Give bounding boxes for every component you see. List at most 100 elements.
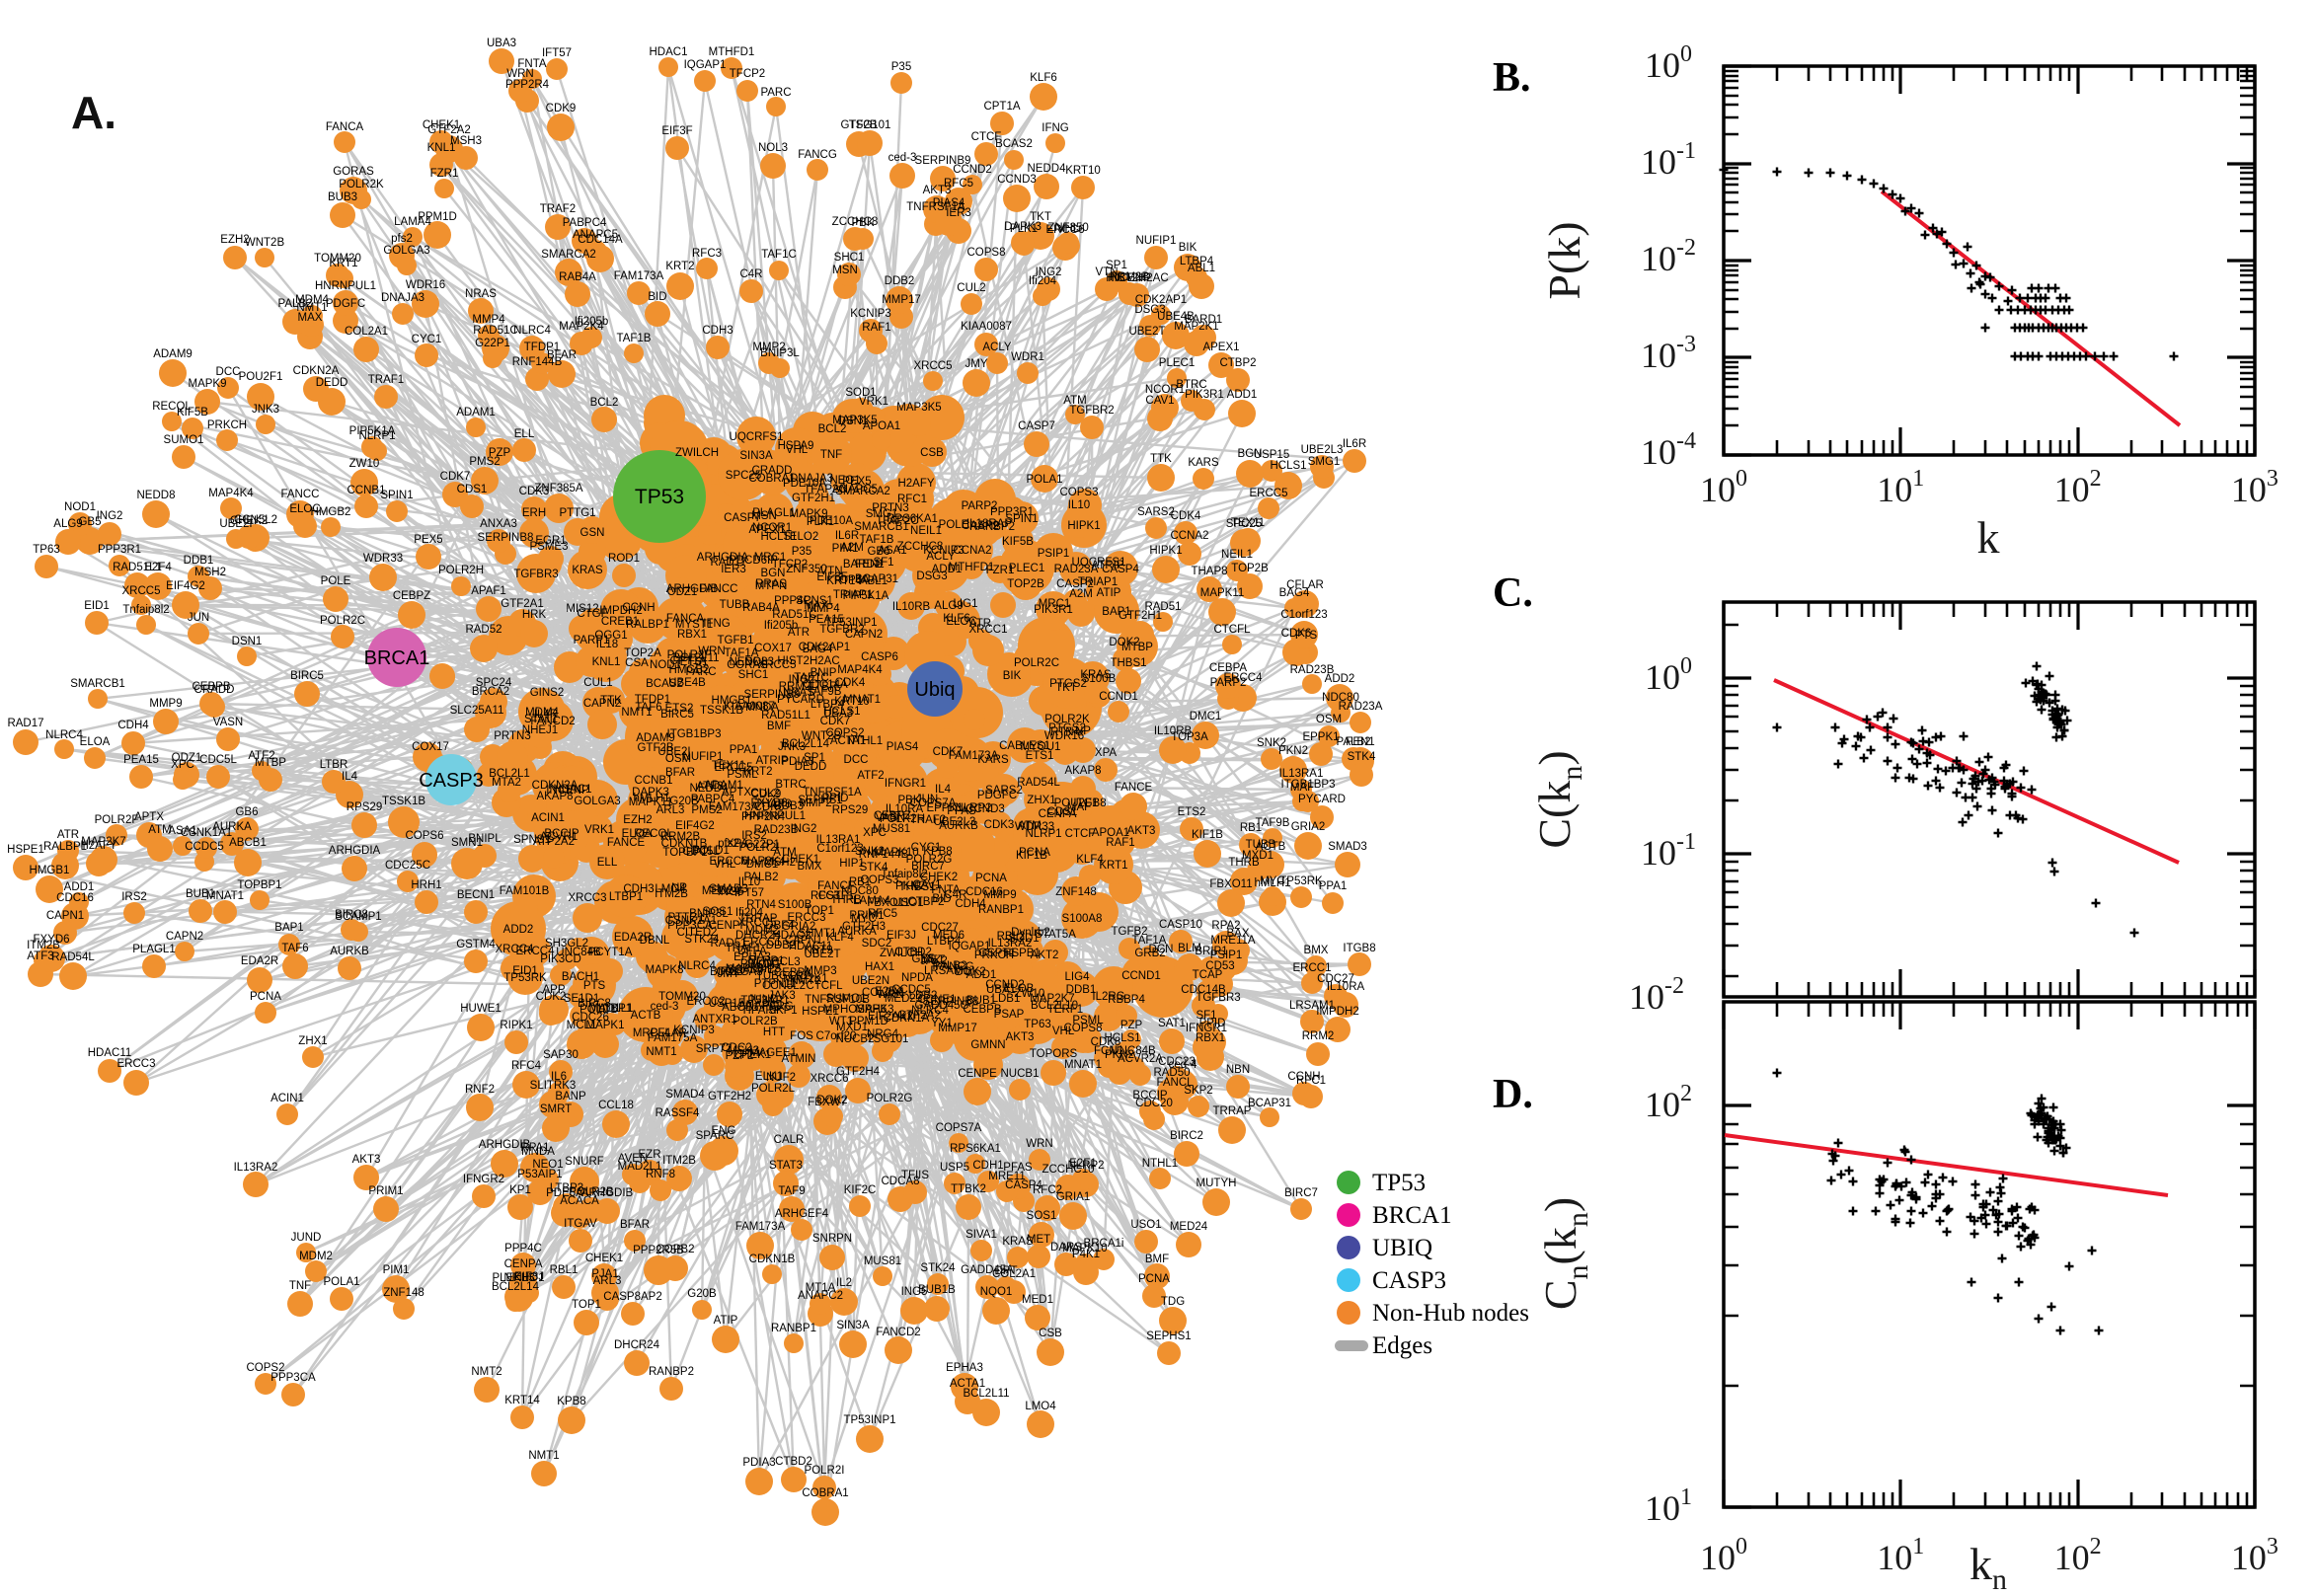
svg-text:ERCC1: ERCC1 bbox=[743, 937, 782, 949]
svg-text:SERPINB8: SERPINB8 bbox=[923, 996, 979, 1008]
svg-text:CDS1: CDS1 bbox=[1047, 806, 1078, 818]
svg-text:ATIP: ATIP bbox=[714, 1315, 738, 1327]
svg-text:NRAS: NRAS bbox=[465, 288, 497, 300]
svg-text:POLR2B: POLR2B bbox=[733, 1016, 778, 1027]
svg-text:IL4: IL4 bbox=[342, 771, 358, 783]
svg-text:TRIAP1: TRIAP1 bbox=[833, 589, 873, 601]
svg-text:TNF: TNF bbox=[289, 1280, 311, 1292]
svg-text:FANCA: FANCA bbox=[326, 121, 364, 133]
svg-text:ERH: ERH bbox=[522, 507, 546, 519]
svg-text:PIAS4: PIAS4 bbox=[887, 741, 919, 753]
svg-text:BUB1: BUB1 bbox=[186, 888, 215, 900]
svg-text:PDIA3: PDIA3 bbox=[742, 1457, 775, 1469]
svg-text:UBE4B: UBE4B bbox=[668, 677, 706, 689]
svg-text:APP: APP bbox=[542, 984, 565, 996]
svg-text:MAP2K7: MAP2K7 bbox=[1030, 993, 1074, 1005]
svg-text:DDB1: DDB1 bbox=[184, 555, 214, 567]
svg-text:FANCA: FANCA bbox=[666, 613, 705, 625]
svg-text:JUN: JUN bbox=[188, 612, 209, 624]
svg-text:RNF8: RNF8 bbox=[646, 1169, 675, 1180]
svg-text:ITGB1BP3: ITGB1BP3 bbox=[1281, 779, 1336, 791]
svg-text:POLR2K: POLR2K bbox=[339, 179, 384, 190]
svg-text:CAPN1: CAPN1 bbox=[785, 935, 822, 947]
svg-text:BNIP3L: BNIP3L bbox=[760, 347, 800, 359]
svg-text:CEBPB: CEBPB bbox=[193, 681, 231, 693]
svg-text:G20B: G20B bbox=[687, 1288, 717, 1300]
svg-text:CPT1A: CPT1A bbox=[983, 101, 1020, 113]
svg-text:GRIA1: GRIA1 bbox=[1056, 1191, 1091, 1203]
svg-text:NLRC4: NLRC4 bbox=[678, 960, 716, 972]
svg-text:NLRP1: NLRP1 bbox=[1025, 828, 1061, 840]
svg-text:BIRC7: BIRC7 bbox=[1284, 1187, 1318, 1199]
svg-text:FANCL: FANCL bbox=[1156, 1077, 1194, 1089]
svg-text:SMARCA2: SMARCA2 bbox=[541, 249, 596, 261]
svg-text:BRCA1: BRCA1 bbox=[1372, 1202, 1452, 1229]
svg-text:ZWILCH: ZWILCH bbox=[880, 948, 923, 959]
svg-text:KRAS: KRAS bbox=[572, 565, 603, 576]
svg-text:RBL1: RBL1 bbox=[550, 1264, 579, 1276]
svg-text:P53AIP1: P53AIP1 bbox=[517, 1169, 562, 1180]
svg-text:KIF5B: KIF5B bbox=[177, 407, 208, 418]
svg-text:CCND1: CCND1 bbox=[1099, 691, 1138, 703]
svg-text:USO1: USO1 bbox=[1130, 1219, 1161, 1231]
svg-text:BFAR: BFAR bbox=[665, 767, 695, 779]
svg-text:HMGB1: HMGB1 bbox=[30, 865, 70, 876]
svg-text:HTT: HTT bbox=[763, 1026, 785, 1038]
svg-text:RAD23A: RAD23A bbox=[1054, 564, 1099, 575]
svg-text:NMT2: NMT2 bbox=[471, 1366, 502, 1378]
svg-text:IFNG: IFNG bbox=[1042, 122, 1069, 134]
svg-text:TGFB2: TGFB2 bbox=[1111, 926, 1147, 938]
svg-text:LAMA4: LAMA4 bbox=[394, 216, 431, 228]
svg-text:ADAM9: ADAM9 bbox=[153, 348, 193, 360]
svg-text:CHEK1: CHEK1 bbox=[423, 119, 460, 131]
svg-text:CASP6: CASP6 bbox=[861, 651, 898, 663]
svg-text:TGFBR3: TGFBR3 bbox=[513, 569, 558, 580]
svg-text:CTCFL: CTCFL bbox=[1213, 624, 1251, 636]
svg-text:CTCF: CTCF bbox=[971, 131, 1002, 143]
svg-text:RAB4A: RAB4A bbox=[742, 602, 780, 614]
svg-text:TFIIS: TFIIS bbox=[901, 1170, 929, 1181]
svg-text:POLR2H: POLR2H bbox=[438, 565, 484, 576]
svg-text:TSG101: TSG101 bbox=[849, 119, 891, 131]
svg-text:BIRC8: BIRC8 bbox=[335, 909, 368, 921]
svg-text:CCND2: CCND2 bbox=[953, 164, 992, 176]
svg-text:SCAMP1: SCAMP1 bbox=[727, 964, 773, 976]
svg-text:TFDP1: TFDP1 bbox=[635, 694, 670, 706]
svg-text:GTF2H1: GTF2H1 bbox=[792, 493, 835, 504]
svg-text:TDG: TDG bbox=[1161, 1296, 1185, 1308]
svg-text:CSB: CSB bbox=[920, 447, 944, 459]
svg-text:DMC1: DMC1 bbox=[746, 859, 779, 871]
svg-text:KRT2: KRT2 bbox=[665, 261, 694, 272]
svg-text:FAM173A: FAM173A bbox=[614, 270, 664, 282]
svg-text:POLA1: POLA1 bbox=[1026, 474, 1062, 486]
svg-text:THAP8: THAP8 bbox=[1191, 566, 1227, 577]
svg-text:RPS29: RPS29 bbox=[347, 801, 382, 813]
svg-text:TTK: TTK bbox=[600, 695, 622, 707]
svg-text:MYOU1: MYOU1 bbox=[1021, 741, 1061, 753]
svg-text:BIRC5: BIRC5 bbox=[660, 709, 694, 721]
svg-text:TNF: TNF bbox=[820, 449, 842, 461]
svg-text:MCL1: MCL1 bbox=[567, 1020, 597, 1031]
svg-text:A.: A. bbox=[71, 87, 116, 138]
svg-text:BCAP31: BCAP31 bbox=[1248, 1098, 1291, 1109]
svg-text:TRAF2: TRAF2 bbox=[540, 203, 576, 215]
svg-text:IMPDH2: IMPDH2 bbox=[599, 605, 642, 617]
svg-text:UQCRFS1: UQCRFS1 bbox=[730, 431, 784, 443]
svg-text:SF1: SF1 bbox=[873, 557, 893, 569]
svg-text:KIF1B: KIF1B bbox=[1016, 850, 1047, 862]
svg-text:FAM173A: FAM173A bbox=[735, 1221, 786, 1233]
svg-text:ATF3: ATF3 bbox=[27, 950, 53, 962]
svg-text:SUMO1: SUMO1 bbox=[164, 434, 204, 446]
svg-text:NTHL1: NTHL1 bbox=[1142, 1158, 1178, 1170]
svg-text:CDS1: CDS1 bbox=[457, 484, 488, 495]
svg-text:DMC1: DMC1 bbox=[1190, 711, 1222, 722]
svg-text:EDA2R: EDA2R bbox=[241, 955, 278, 967]
svg-text:HNRNPUL1: HNRNPUL1 bbox=[315, 280, 376, 292]
svg-text:SEPHS1: SEPHS1 bbox=[798, 795, 842, 806]
svg-text:CDC27: CDC27 bbox=[921, 922, 959, 934]
svg-text:RBBP4: RBBP4 bbox=[1108, 994, 1145, 1006]
svg-text:RBX1: RBX1 bbox=[677, 629, 707, 641]
svg-text:PDE10A: PDE10A bbox=[783, 478, 826, 490]
svg-text:LIG4: LIG4 bbox=[1065, 971, 1091, 983]
svg-text:NDC80: NDC80 bbox=[841, 885, 879, 897]
